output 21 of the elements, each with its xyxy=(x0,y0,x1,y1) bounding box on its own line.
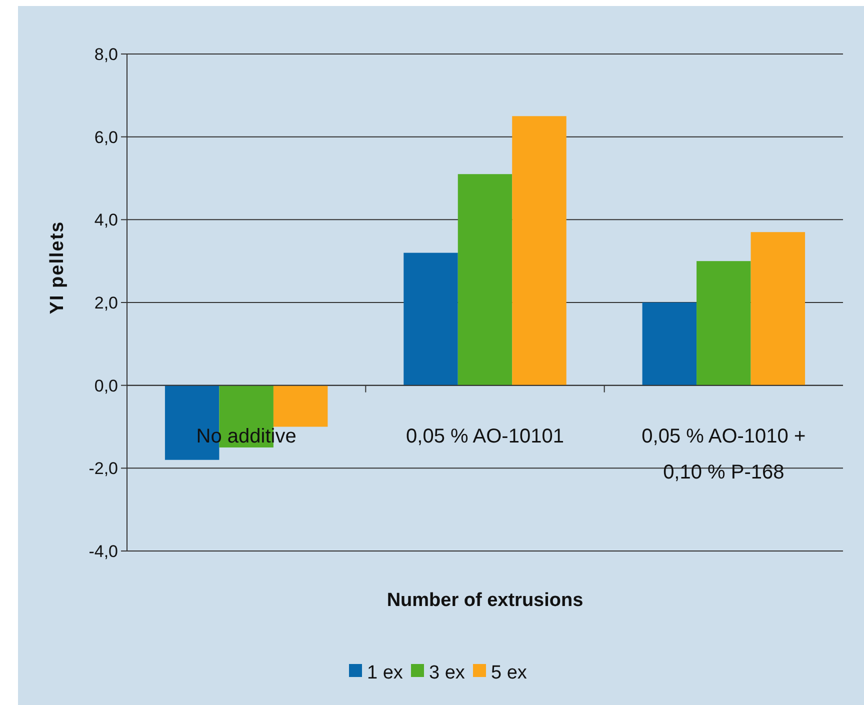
x-axis-title: Number of extrusions xyxy=(386,590,584,611)
bar xyxy=(164,385,220,460)
y-tick-label: 0,0 xyxy=(94,376,118,396)
y-axis-title: YI pellets xyxy=(47,220,68,314)
bar xyxy=(404,252,458,386)
legend-label: 3 ex xyxy=(429,662,466,684)
x-tick-label: 0,05 % AO-10101 xyxy=(406,425,564,448)
y-tick-label: -4,0 xyxy=(88,542,118,561)
legend-label: 1 ex xyxy=(367,662,404,684)
bar xyxy=(458,174,512,386)
bar xyxy=(750,232,806,386)
bar xyxy=(642,302,697,386)
y-tick-label: 8,0 xyxy=(94,44,118,64)
y-tick-label: 6,0 xyxy=(94,128,118,147)
y-tick-label: 2,0 xyxy=(94,293,118,312)
legend-label: 5 ex xyxy=(491,662,528,684)
y-tick-label: 4,0 xyxy=(94,210,118,230)
bar xyxy=(273,385,328,427)
bar xyxy=(696,261,751,386)
y-tick-label: -2,0 xyxy=(88,459,118,478)
bar xyxy=(512,116,566,386)
